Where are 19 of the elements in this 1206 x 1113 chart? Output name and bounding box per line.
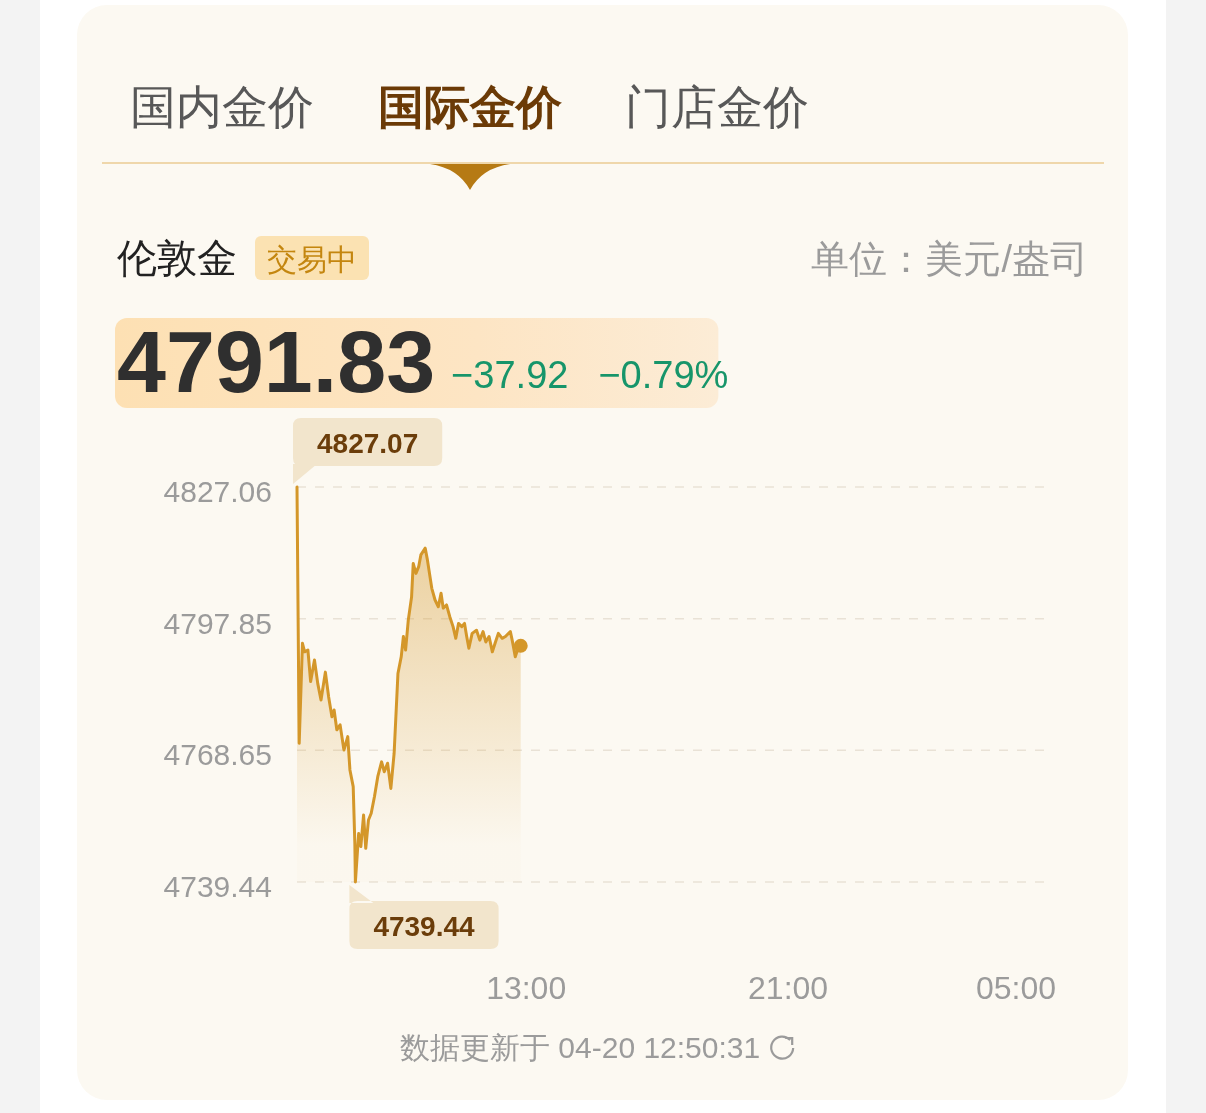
- text: 交易中: [267, 243, 357, 276]
- text: 国际金价: [378, 81, 562, 133]
- text: 数据更新于 04-20 12:50:31: [400, 1031, 761, 1064]
- annotation: 4739.44: [373, 911, 476, 942]
- x-tick-label: 21:00: [748, 970, 829, 1006]
- y-tick-label: 4827.06: [163, 475, 272, 509]
- annotation: 4827.07: [317, 428, 419, 459]
- y-tick-label: 4797.85: [163, 606, 272, 640]
- y-tick-label: 4739.44: [163, 870, 272, 903]
- chart-title: 伦敦金: [117, 236, 237, 280]
- text: 单位：美元/盎司: [811, 238, 1088, 280]
- x-tick-label: 05:00: [975, 970, 1056, 1006]
- x-tick-label: 13:00: [486, 970, 567, 1006]
- y-tick-label: 4768.65: [163, 738, 272, 772]
- text: −37.92: [451, 354, 569, 396]
- text: 国内金价: [130, 81, 314, 133]
- text: 门店金价: [625, 81, 809, 133]
- text: 4791.83: [117, 312, 436, 411]
- text: −0.79%: [598, 354, 729, 396]
